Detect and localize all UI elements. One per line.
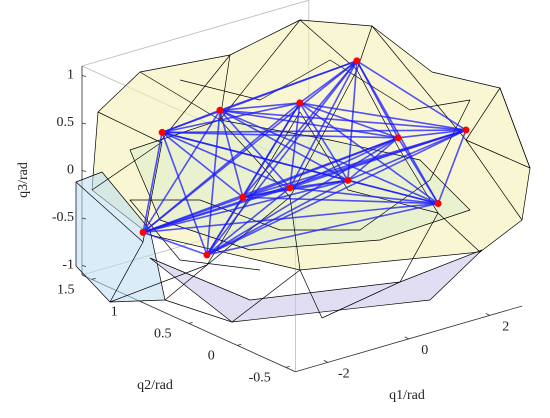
link: [142, 132, 163, 233]
y-tick: [237, 344, 242, 346]
point: [394, 134, 402, 142]
link: [219, 109, 349, 182]
link: [143, 202, 439, 234]
link: [299, 102, 439, 205]
link: [142, 109, 221, 233]
link: [206, 60, 358, 256]
y-tick-label: 0: [208, 349, 215, 364]
y-tick-label: 0.5: [154, 327, 172, 342]
point: [203, 251, 211, 259]
link: [206, 202, 439, 256]
link: [347, 179, 439, 205]
link: [206, 102, 301, 256]
point: [158, 128, 166, 136]
link: [356, 60, 467, 131]
z-tick: [81, 122, 87, 125]
link: [289, 102, 301, 188]
point: [344, 176, 352, 184]
link: [397, 129, 467, 139]
z-tick: [81, 75, 87, 77]
x-tick-label: 0: [421, 343, 428, 358]
link: [206, 179, 349, 256]
x-tick: [323, 360, 328, 363]
point: [139, 228, 147, 236]
y-tick-label: 1.5: [57, 283, 75, 298]
link: [347, 129, 467, 182]
link: [142, 102, 301, 233]
y-axis-label: q2/rad: [137, 378, 173, 393]
z-tick-label: -0.5: [52, 210, 74, 225]
y-tick-label: -0.5: [249, 371, 271, 386]
point: [353, 57, 361, 65]
x-tick-label: 2: [502, 320, 509, 335]
link: [347, 137, 399, 181]
link: [142, 231, 208, 256]
y-tick: [91, 278, 96, 280]
link: [242, 179, 348, 199]
link: [142, 187, 291, 234]
point: [296, 99, 304, 107]
x-tick: [404, 336, 409, 340]
links: [142, 60, 467, 256]
link: [219, 109, 291, 189]
point: [434, 200, 442, 208]
link: [219, 109, 439, 205]
y-tick: [188, 322, 193, 324]
link: [161, 102, 300, 134]
x-tick: [485, 313, 490, 316]
link: [219, 109, 467, 131]
link: [397, 137, 439, 204]
link: [242, 60, 358, 198]
point: [239, 193, 247, 201]
point: [216, 106, 224, 114]
z-tick-label: 0: [67, 163, 74, 178]
point: [462, 126, 470, 134]
points: [139, 57, 470, 259]
z-tick-label: 1: [67, 68, 74, 83]
link: [161, 131, 244, 198]
link: [162, 129, 466, 134]
link: [219, 109, 399, 139]
point: [286, 184, 294, 192]
z-tick-label: -1: [62, 258, 74, 273]
ticks: -2 0 2 -0.5 0 0.5 1 1.5 -1 -0.5 0 0.5 1: [52, 68, 509, 386]
box-edge: [81, 0, 309, 67]
link: [219, 110, 244, 198]
x-axis-label: q1/rad: [389, 388, 425, 403]
link: [206, 137, 399, 256]
link: [161, 132, 208, 256]
link: [289, 60, 358, 189]
link: [299, 102, 399, 139]
link: [161, 131, 291, 189]
z-tick-label: 0.5: [57, 115, 75, 130]
link: [356, 60, 439, 204]
link: [142, 196, 244, 234]
link: [289, 137, 399, 189]
y-tick: [285, 366, 290, 368]
link: [289, 187, 439, 205]
z-tick: [81, 217, 87, 220]
y-tick: [140, 300, 145, 302]
link: [437, 129, 467, 204]
y-tick-label: 1: [111, 305, 118, 320]
link: [299, 102, 349, 181]
link: [299, 60, 358, 104]
link: [161, 109, 221, 134]
hull-mesh: [75, 19, 531, 323]
x-tick-label: -2: [338, 367, 350, 382]
link: [142, 179, 349, 234]
link: [219, 102, 300, 112]
z-tick: [81, 170, 87, 172]
z-tick: [81, 265, 87, 267]
link: [299, 102, 467, 131]
z-axis-label: q3/rad: [16, 162, 31, 198]
